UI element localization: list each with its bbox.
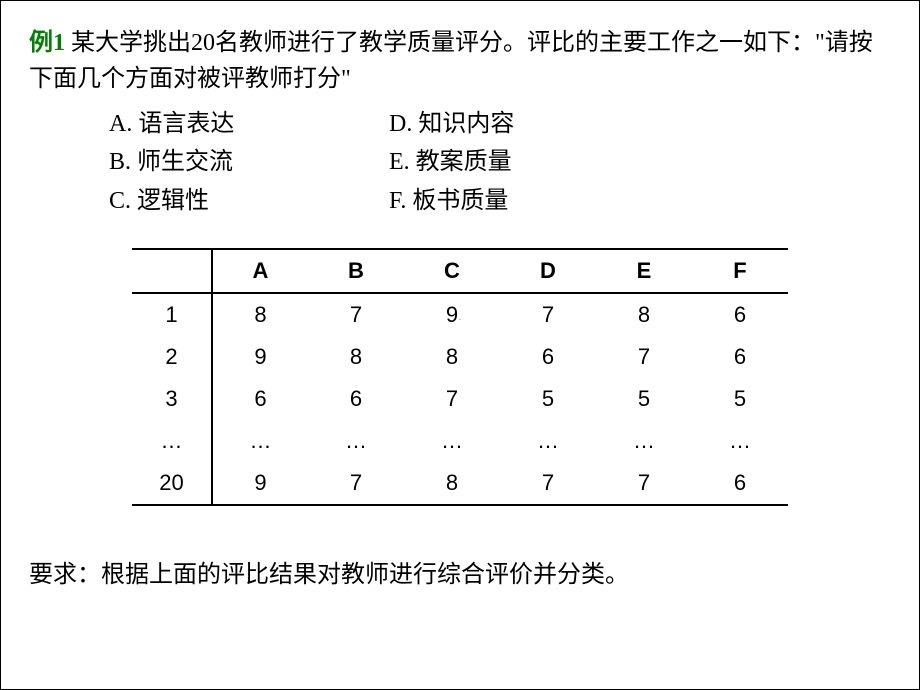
cell: 5	[500, 378, 596, 420]
slide-content: 例1 某大学挑出20名教师进行了教学质量评分。评比的主要工作之一如下："请按下面…	[1, 1, 919, 613]
criterion-f: F. 板书质量	[389, 182, 669, 220]
table-row: … … … … … … …	[132, 420, 788, 462]
col-a: A	[212, 249, 308, 293]
table-body: 1 8 7 9 7 8 6 2 9 8 8 6 7 6	[132, 293, 788, 505]
cell: …	[212, 420, 308, 462]
cell: 9	[212, 336, 308, 378]
cell: …	[596, 420, 692, 462]
data-table-wrap: A B C D E F 1 8 7 9 7 8 6	[29, 248, 891, 506]
row-label: …	[132, 420, 212, 462]
cell: 7	[308, 462, 404, 505]
cell: 6	[308, 378, 404, 420]
row-label: 20	[132, 462, 212, 505]
criterion-b: B. 师生交流	[109, 143, 389, 181]
data-table: A B C D E F 1 8 7 9 7 8 6	[132, 248, 788, 506]
cell: 8	[596, 293, 692, 336]
cell: 9	[212, 462, 308, 505]
cell: 8	[212, 293, 308, 336]
cell: 6	[692, 293, 788, 336]
cell: 8	[308, 336, 404, 378]
cell: …	[404, 420, 500, 462]
cell: …	[692, 420, 788, 462]
col-c: C	[404, 249, 500, 293]
criteria-column-right: D. 知识内容 E. 教案质量 F. 板书质量	[389, 105, 669, 220]
cell: 7	[596, 336, 692, 378]
cell: 7	[596, 462, 692, 505]
criterion-e: E. 教案质量	[389, 143, 669, 181]
criteria-column-left: A. 语言表达 B. 师生交流 C. 逻辑性	[109, 105, 389, 220]
cell: 7	[308, 293, 404, 336]
col-d: D	[500, 249, 596, 293]
col-b: B	[308, 249, 404, 293]
cell: …	[308, 420, 404, 462]
cell: 5	[692, 378, 788, 420]
example-label: 例1	[29, 30, 65, 56]
cell: 6	[212, 378, 308, 420]
cell: 7	[500, 462, 596, 505]
table-row: 20 9 7 8 7 7 6	[132, 462, 788, 505]
criterion-a: A. 语言表达	[109, 105, 389, 143]
criterion-d: D. 知识内容	[389, 105, 669, 143]
row-label: 1	[132, 293, 212, 336]
cell: …	[500, 420, 596, 462]
cell: 6	[500, 336, 596, 378]
cell: 5	[596, 378, 692, 420]
cell: 6	[692, 462, 788, 505]
criteria-list: A. 语言表达 B. 师生交流 C. 逻辑性 D. 知识内容 E. 教案质量 F…	[29, 105, 891, 220]
row-label: 2	[132, 336, 212, 378]
col-e: E	[596, 249, 692, 293]
table-corner	[132, 249, 212, 293]
table-header-row: A B C D E F	[132, 249, 788, 293]
slide-marker: .	[458, 311, 461, 323]
row-label: 3	[132, 378, 212, 420]
cell: 8	[404, 462, 500, 505]
table-row: 2 9 8 8 6 7 6	[132, 336, 788, 378]
criterion-c: C. 逻辑性	[109, 182, 389, 220]
intro-text: 某大学挑出20名教师进行了教学质量评分。评比的主要工作之一如下："请按下面几个方…	[29, 30, 873, 92]
cell: 9	[404, 293, 500, 336]
cell: 7	[404, 378, 500, 420]
cell: 6	[692, 336, 788, 378]
table-row: 3 6 6 7 5 5 5	[132, 378, 788, 420]
cell: 7	[500, 293, 596, 336]
col-f: F	[692, 249, 788, 293]
intro-paragraph: 例1 某大学挑出20名教师进行了教学质量评分。评比的主要工作之一如下："请按下面…	[29, 25, 891, 97]
cell: 8	[404, 336, 500, 378]
requirement-text: 要求：根据上面的评比结果对教师进行综合评价并分类。	[29, 554, 891, 589]
